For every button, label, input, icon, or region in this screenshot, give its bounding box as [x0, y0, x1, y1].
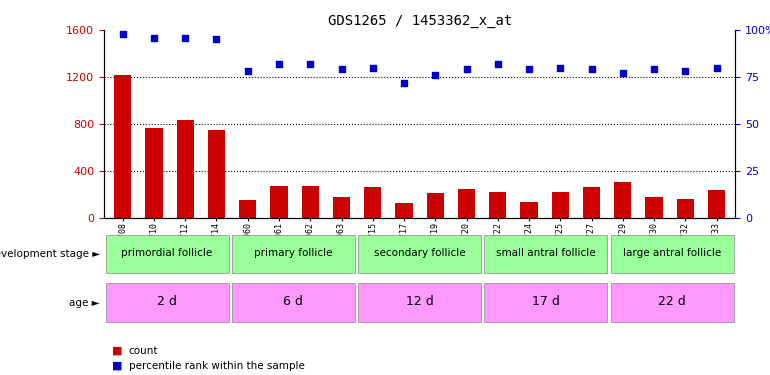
Bar: [611, 235, 734, 273]
Point: [617, 70, 629, 76]
Bar: [552, 192, 569, 217]
Bar: [677, 200, 694, 217]
Title: GDS1265 / 1453362_x_at: GDS1265 / 1453362_x_at: [327, 13, 512, 28]
Point: [148, 34, 160, 40]
Bar: [396, 203, 413, 217]
Point: [523, 66, 535, 72]
Bar: [270, 186, 287, 218]
Bar: [333, 197, 350, 217]
Bar: [611, 284, 734, 322]
Bar: [146, 128, 162, 217]
Bar: [176, 120, 194, 218]
Bar: [484, 235, 608, 273]
Text: count: count: [129, 346, 158, 355]
Bar: [364, 187, 381, 218]
Bar: [427, 194, 444, 217]
Text: secondary follicle: secondary follicle: [374, 248, 465, 258]
Bar: [489, 192, 507, 217]
Text: 6 d: 6 d: [283, 296, 303, 309]
Bar: [614, 182, 631, 218]
Bar: [105, 284, 229, 322]
Point: [116, 31, 129, 37]
Point: [554, 64, 567, 70]
Text: 2 d: 2 d: [157, 296, 177, 309]
Text: percentile rank within the sample: percentile rank within the sample: [129, 361, 304, 370]
Text: primordial follicle: primordial follicle: [122, 248, 213, 258]
Point: [273, 61, 285, 67]
Text: 17 d: 17 d: [532, 296, 560, 309]
Bar: [302, 186, 319, 218]
Bar: [358, 235, 481, 273]
Point: [585, 66, 598, 72]
Bar: [232, 235, 355, 273]
Text: ■: ■: [112, 346, 122, 355]
Bar: [458, 189, 475, 217]
Text: development stage ►: development stage ►: [0, 249, 100, 259]
Bar: [208, 130, 225, 218]
Point: [210, 36, 223, 42]
Text: 22 d: 22 d: [658, 296, 686, 309]
Bar: [232, 284, 355, 322]
Point: [648, 66, 660, 72]
Text: large antral follicle: large antral follicle: [623, 248, 721, 258]
Bar: [105, 235, 229, 273]
Point: [711, 64, 723, 70]
Bar: [645, 197, 663, 217]
Text: small antral follicle: small antral follicle: [496, 248, 596, 258]
Point: [460, 66, 473, 72]
Text: age ►: age ►: [69, 298, 100, 308]
Point: [491, 61, 504, 67]
Text: primary follicle: primary follicle: [254, 248, 333, 258]
Text: 12 d: 12 d: [406, 296, 434, 309]
Bar: [583, 187, 600, 218]
Bar: [114, 75, 132, 217]
Bar: [239, 200, 256, 217]
Point: [304, 61, 316, 67]
Bar: [484, 284, 608, 322]
Point: [179, 34, 192, 40]
Text: ■: ■: [112, 361, 122, 370]
Point: [429, 72, 441, 78]
Point: [398, 80, 410, 86]
Bar: [708, 190, 725, 217]
Point: [242, 68, 254, 74]
Point: [336, 66, 348, 72]
Point: [367, 64, 379, 70]
Bar: [358, 284, 481, 322]
Point: [679, 68, 691, 74]
Bar: [521, 202, 537, 217]
